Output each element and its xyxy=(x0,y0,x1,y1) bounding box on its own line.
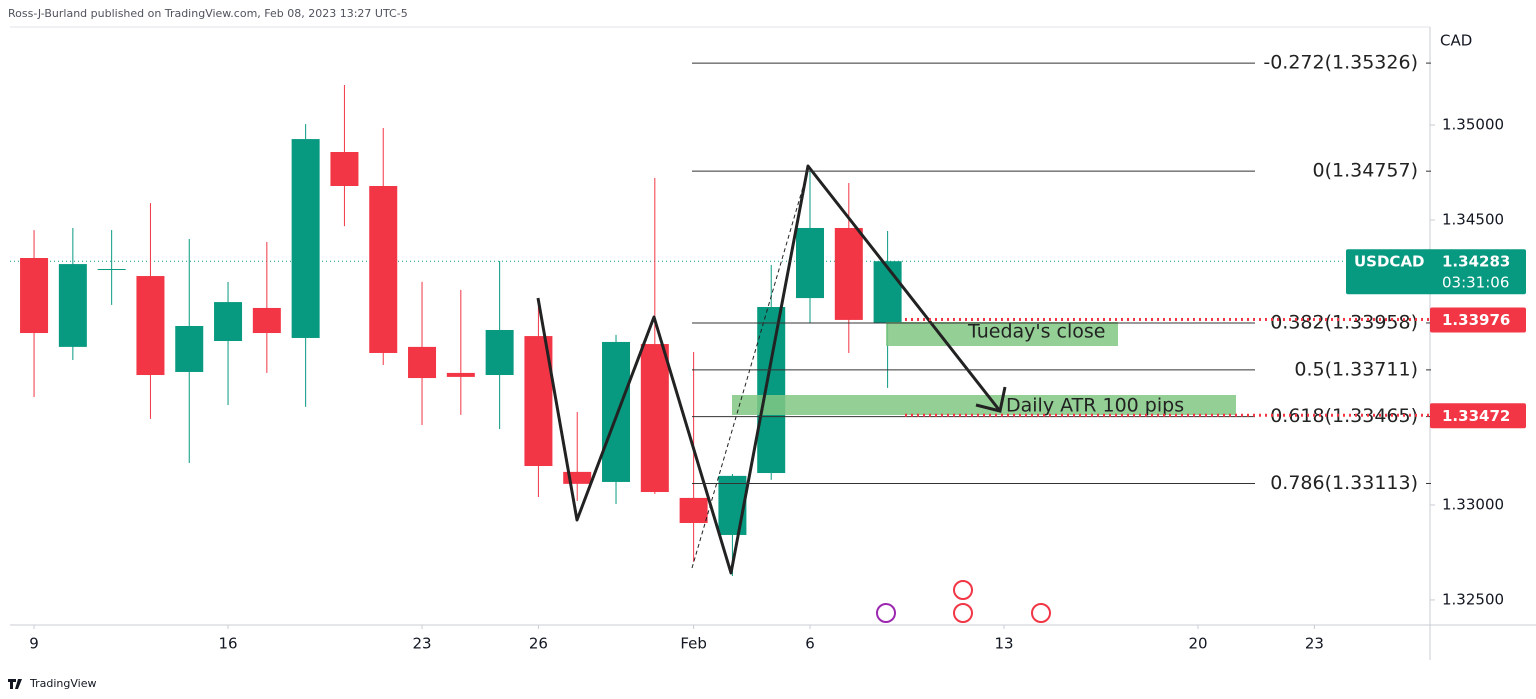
event-icon[interactable] xyxy=(953,603,973,623)
candle-body xyxy=(679,497,708,523)
y-tick-label: 1.32500 xyxy=(1442,590,1504,608)
candle-body xyxy=(563,471,592,484)
candle-body xyxy=(175,326,204,372)
symbol-label: USDCAD xyxy=(1354,253,1425,271)
currency: CAD xyxy=(1440,32,1472,50)
y-tick-label: 1.35000 xyxy=(1442,116,1504,134)
candle-body xyxy=(97,269,126,271)
event-icon[interactable] xyxy=(953,580,973,600)
fib-label: 0.382(1.33958) xyxy=(1270,311,1418,333)
fib-label: 0(1.34757) xyxy=(1313,160,1418,182)
x-tick-label: 6 xyxy=(805,635,815,653)
candle-body xyxy=(640,344,669,493)
drawings: Tueday's close Daily ATR 100 pips xyxy=(536,164,1236,623)
zigzag xyxy=(536,164,1002,575)
fib-label: 0.786(1.33113) xyxy=(1270,472,1418,494)
price-badge xyxy=(1430,307,1526,333)
candle-body xyxy=(20,257,49,334)
countdown: 03:31:06 xyxy=(1442,274,1509,292)
header: Ross-J-Burland published on TradingView.… xyxy=(8,7,408,20)
x-tick-label: Feb xyxy=(680,635,707,653)
candle-body xyxy=(602,341,631,482)
last-price-badge xyxy=(1346,249,1526,295)
footer-text: TradingView xyxy=(29,677,96,690)
candle-body xyxy=(796,227,825,299)
arrow-head xyxy=(975,386,1007,413)
x-tick-label: 23 xyxy=(412,635,431,653)
x-tick-label: 20 xyxy=(1188,635,1207,653)
event-icon[interactable] xyxy=(1031,603,1051,623)
candles xyxy=(10,84,1430,576)
annotation-box xyxy=(732,395,1236,415)
candle-body xyxy=(757,307,786,474)
candle-body xyxy=(136,276,165,376)
annotation-text: Tueday's close xyxy=(967,321,1106,343)
candle-body xyxy=(330,151,359,186)
overlay: -0.272(1.35326) 0(1.34757) 0.382(1.33958) 0… xyxy=(692,52,1526,494)
x-tick-label: 13 xyxy=(994,635,1013,653)
y-tick-label: 1.33000 xyxy=(1442,495,1504,513)
candle-body xyxy=(718,475,747,535)
fib-label: 0.5(1.33711) xyxy=(1294,358,1418,380)
footer: TradingView xyxy=(8,677,96,690)
x-tick-label: 26 xyxy=(529,635,548,653)
annotation-text: Daily ATR 100 pips xyxy=(1006,395,1184,417)
last-price-label: 1.34283 xyxy=(1442,253,1510,271)
annotation-box xyxy=(886,322,1118,346)
candle-body xyxy=(408,346,437,379)
background xyxy=(10,26,1536,660)
y-tick-label: 1.34500 xyxy=(1442,211,1504,229)
candle-body xyxy=(291,139,320,338)
candle-body xyxy=(369,185,398,353)
x-tick-label: 23 xyxy=(1305,635,1324,653)
price-badge-label: 1.33976 xyxy=(1442,311,1510,329)
candle-body xyxy=(485,329,514,376)
candle-body xyxy=(873,261,902,323)
price-badge xyxy=(1430,403,1526,429)
logo xyxy=(8,679,22,689)
x-tick-label: 9 xyxy=(29,635,39,653)
candle-body xyxy=(834,227,863,320)
candle-body xyxy=(58,264,87,347)
x-tick-label: 16 xyxy=(218,635,237,653)
candle-body xyxy=(252,307,281,334)
candle-body xyxy=(446,372,475,377)
price-badge-label: 1.33472 xyxy=(1442,407,1510,425)
fib-label: -0.272(1.35326) xyxy=(1263,52,1418,74)
candle-body xyxy=(214,302,243,342)
event-icon[interactable] xyxy=(876,603,896,623)
trend-line xyxy=(691,169,809,569)
